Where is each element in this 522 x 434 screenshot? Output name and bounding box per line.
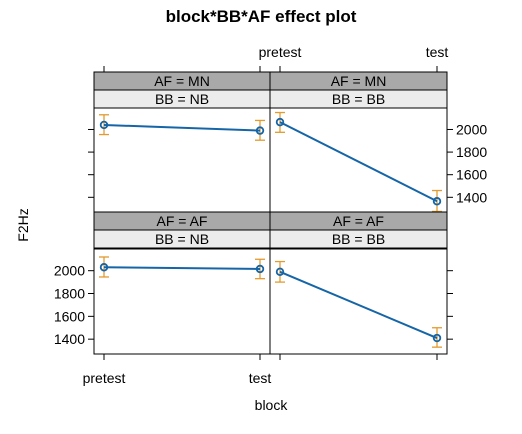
- panel-grid: AF = MN BB = NB AF = MN BB = BB 1400 1600 1800…: [54, 44, 488, 386]
- strip-bb-label: BB = NB: [155, 231, 209, 247]
- y-tick-label: 1400: [54, 331, 85, 347]
- x-tick-label: pretest: [83, 370, 126, 386]
- plot-frame: [93, 248, 271, 355]
- y-tick-label: 1800: [54, 286, 85, 302]
- x-tick-label: test: [426, 44, 449, 60]
- data-point: [255, 264, 265, 274]
- panel-1: AF = MN BB = NB: [88, 66, 271, 213]
- y-tick-label: 2000: [54, 263, 85, 279]
- data-point: [99, 120, 109, 130]
- panel-4: AF = AF BB = BB: [269, 211, 453, 360]
- panel-3: AF = AF BB = NB 1400 1600 1800 2000 pretest tes…: [54, 211, 272, 386]
- strip-bb-label: BB = BB: [332, 231, 385, 247]
- strip-af-label: AF = MN: [331, 73, 387, 89]
- panel-2: AF = MN BB = BB 1400 1600 1800 2000 pretest tes…: [259, 44, 487, 213]
- y-tick-label: 1400: [456, 189, 487, 205]
- strip-bb: [269, 229, 448, 249]
- x-tick-label: test: [249, 370, 272, 386]
- chart-title: block*BB*AF effect plot: [166, 7, 357, 26]
- data-point: [99, 263, 109, 272]
- y-tick-label: 1800: [456, 144, 487, 160]
- effect-line: [279, 270, 438, 339]
- data-point: [432, 197, 442, 206]
- data-point: [275, 267, 285, 277]
- strip-af-label: AF = AF: [157, 213, 208, 229]
- data-point: [255, 126, 265, 135]
- y-tick-label: 1600: [54, 308, 85, 324]
- strip-bb-label: BB = BB: [332, 91, 385, 107]
- plot-frame: [93, 107, 271, 213]
- strip-bb-label: BB = NB: [155, 91, 209, 107]
- plot-frame: [269, 107, 448, 213]
- effect-line: [103, 123, 261, 132]
- strip-af-label: AF = MN: [154, 73, 210, 89]
- y-tick-label: 1600: [456, 167, 487, 183]
- y-axis-label: F2Hz: [15, 208, 31, 241]
- data-point: [432, 333, 442, 343]
- y-tick-label: 2000: [456, 121, 487, 137]
- data-point: [275, 117, 285, 127]
- x-tick-label: pretest: [259, 44, 302, 60]
- effect-line: [279, 121, 438, 203]
- x-axis-label: block: [255, 397, 289, 413]
- strip-af-label: AF = AF: [333, 213, 384, 229]
- plot-frame: [269, 248, 448, 355]
- effect-line: [103, 266, 261, 270]
